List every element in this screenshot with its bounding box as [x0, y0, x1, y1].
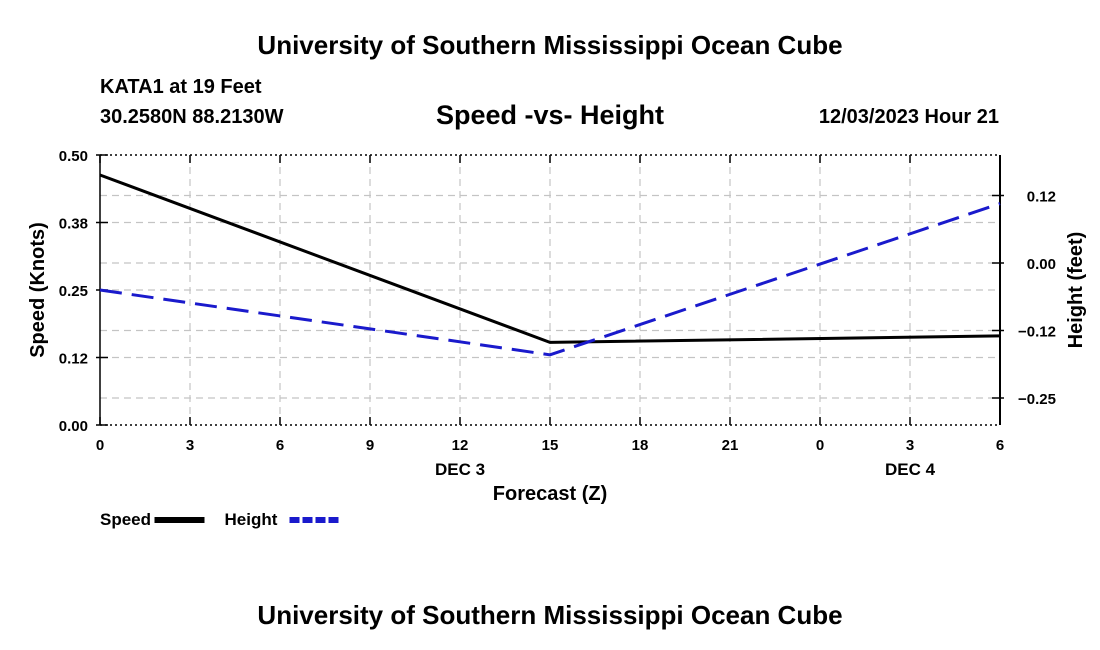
y2-axis-title: Height (feet) [1065, 232, 1087, 349]
date-label: DEC 3 [435, 460, 485, 479]
y2-tick-label: −0.12 [1018, 324, 1056, 341]
y-axis-title: Speed (Knots) [27, 222, 49, 358]
grid-lines [100, 155, 1000, 425]
y-tick-label: 0.25 [59, 283, 88, 300]
y2-tick-label: 0.12 [1027, 189, 1056, 206]
axis-labels: Forecast (Z) Speed (Knots) Height (feet)… [27, 148, 1087, 505]
x-tick-label: 0 [96, 437, 104, 454]
legend-label: Speed [100, 510, 151, 529]
data-series [99, 173, 1001, 357]
x-tick-label: 3 [186, 437, 194, 454]
chart-main-title: University of Southern Mississippi Ocean… [257, 30, 843, 60]
legend-label: Height [225, 510, 278, 529]
date-label: DEC 4 [885, 460, 936, 479]
x-tick-label: 21 [722, 437, 739, 454]
y2-tick-label: 0.00 [1027, 256, 1056, 273]
legend: Speed Height [100, 510, 340, 529]
x-tick-label: 18 [632, 437, 649, 454]
x-tick-label: 0 [816, 437, 824, 454]
axis-ticks [96, 154, 1004, 426]
x-tick-label: 6 [996, 437, 1004, 454]
x-tick-label: 6 [276, 437, 284, 454]
station-coordinates: 30.2580N 88.2130W [100, 106, 284, 128]
y2-tick-label: −0.25 [1018, 391, 1056, 408]
x-tick-label: 3 [906, 437, 914, 454]
y-tick-label: 0.12 [59, 351, 88, 368]
x-tick-label: 12 [452, 437, 469, 454]
y-tick-label: 0.50 [59, 148, 88, 165]
y-tick-label: 0.00 [59, 418, 88, 435]
x-tick-label: 15 [542, 437, 559, 454]
x-axis-title: Forecast (Z) [493, 483, 607, 505]
y-tick-label: 0.38 [59, 216, 88, 233]
station-label: KATA1 at 19 Feet [100, 76, 262, 98]
footer-title: University of Southern Mississippi Ocean… [257, 600, 843, 630]
x-tick-label: 9 [366, 437, 374, 454]
forecast-datetime: 12/03/2023 Hour 21 [818, 106, 999, 128]
speed-height-chart: Forecast (Z) Speed (Knots) Height (feet)… [27, 148, 1087, 529]
chart-subtitle: Speed -vs- Height [435, 100, 665, 130]
